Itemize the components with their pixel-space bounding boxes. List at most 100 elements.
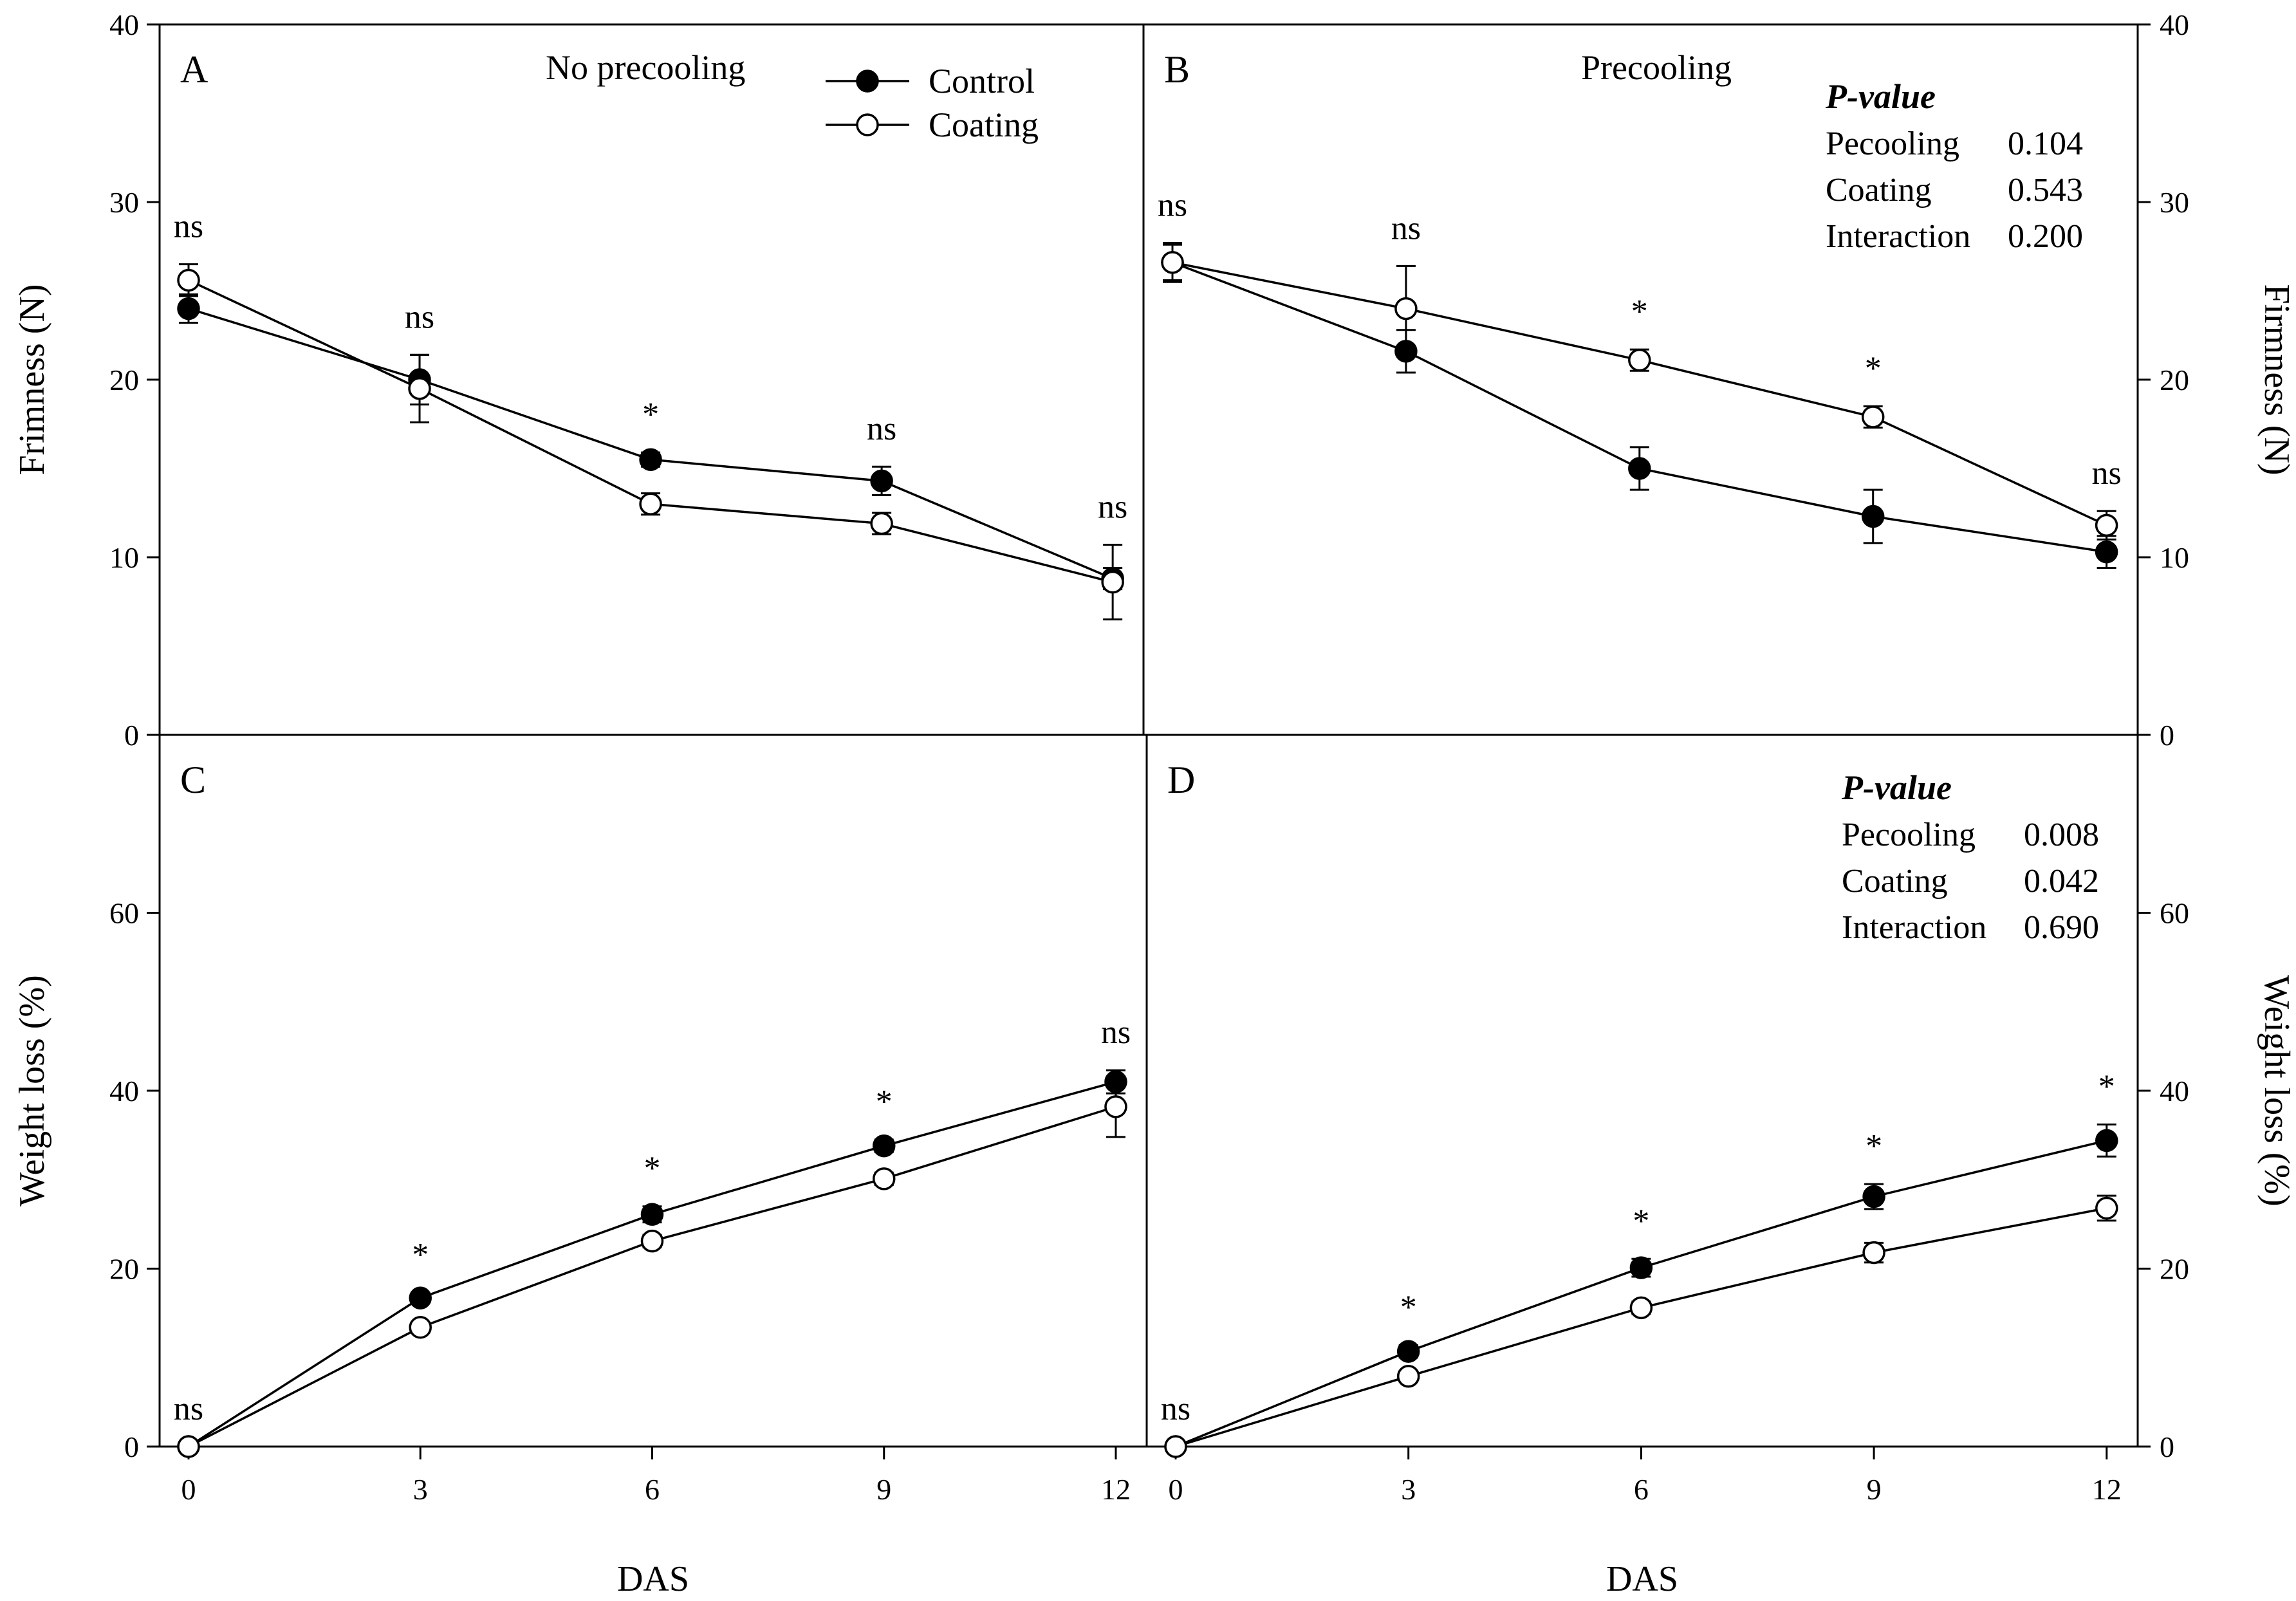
p-value-value: 0.690 (2024, 909, 2099, 946)
condition-label: Precooling (1581, 48, 1732, 87)
legend-marker (856, 113, 879, 136)
panel-letter: D (1167, 759, 1195, 801)
y-tick-label: 40 (2160, 8, 2189, 41)
y-tick-label: 0 (124, 1430, 139, 1463)
data-point (870, 469, 893, 493)
x-tick-label: 6 (1634, 1473, 1649, 1506)
y-axis: 0 20 40 60 (2138, 897, 2189, 1463)
y-tick-label: 30 (109, 186, 139, 219)
significance-labels: ns ns * * ns (1158, 187, 2122, 492)
y-tick-label: 20 (109, 364, 139, 396)
y-tick-label: 0 (2160, 719, 2174, 752)
x-tick-label: 9 (1867, 1473, 1882, 1506)
series-control (177, 293, 1124, 591)
significance-label: * (1865, 350, 1882, 387)
data-point (1862, 1241, 1885, 1264)
data-point (1629, 1256, 1653, 1279)
significance-label: ns (2091, 455, 2121, 492)
y-tick-label: 30 (2160, 186, 2189, 219)
data-point (2095, 1129, 2118, 1152)
panel-d: 0 20 40 60 0 3 6 9 12 DAS Weight loss (%) Dns * * * * P-… (1145, 734, 2296, 1599)
p-value-label: Interaction (1826, 218, 1970, 255)
p-value-label: Coating (1842, 863, 1948, 900)
y-tick-label: 20 (109, 1253, 139, 1286)
significance-label: ns (174, 1391, 203, 1427)
significance-label: * (642, 396, 659, 433)
significance-label: ns (405, 299, 434, 335)
significance-label: * (1400, 1289, 1417, 1326)
data-point (1862, 1185, 1885, 1208)
y-tick-label: 20 (2160, 364, 2189, 396)
data-point (1628, 457, 1651, 480)
p-value-label: Coating (1826, 172, 1932, 208)
data-point (640, 1229, 664, 1253)
y-tick-label: 0 (124, 719, 139, 752)
significance-label: * (412, 1237, 429, 1273)
significance-label: * (1633, 1203, 1649, 1239)
p-value-label: Pecooling (1842, 817, 1976, 853)
p-value-title: P-value (1841, 768, 1952, 807)
series-line (1175, 1207, 2107, 1448)
legend: Control Coating (826, 62, 1039, 144)
y-tick-label: 60 (2160, 897, 2189, 930)
y-axis-title: Frimness (N) (12, 284, 52, 475)
significance-label: * (876, 1084, 893, 1120)
y-tick-label: 40 (109, 8, 139, 41)
p-value-box: P-value Pecooling 0.008 Coating 0.042 Interac… (1841, 768, 2099, 946)
p-value-value: 0.104 (2008, 125, 2083, 162)
data-point (409, 1286, 432, 1309)
y-axis: 0 10 20 30 40 (2138, 8, 2189, 752)
y-tick-label: 60 (109, 897, 139, 930)
x-tick-label: 3 (413, 1473, 428, 1506)
p-value-title: P-value (1825, 77, 1936, 116)
significance-labels: ns ns * ns ns (174, 208, 1127, 526)
data-point (1861, 405, 1885, 429)
significance-label: ns (867, 411, 896, 447)
series-coating (177, 1075, 1127, 1458)
panel-frame (1145, 734, 2139, 1448)
data-point (2095, 514, 2118, 537)
data-point (1861, 504, 1885, 528)
significance-label: ns (1101, 1014, 1131, 1051)
x-axis: 0 3 6 9 12 (181, 1447, 1131, 1506)
series-coating (1161, 241, 2118, 541)
data-point (409, 1315, 432, 1339)
significance-label: * (1631, 293, 1648, 330)
y-axis-title: Weight loss (%) (2257, 975, 2296, 1206)
significance-label: * (643, 1151, 660, 1187)
significance-label: ns (1161, 1391, 1190, 1427)
significance-label: * (2098, 1069, 2115, 1106)
panel-frame (158, 734, 1148, 1448)
p-value-value: 0.008 (2024, 817, 2099, 853)
x-axis-title: DAS (617, 1559, 689, 1599)
p-value-value: 0.042 (2024, 863, 2099, 900)
data-point (1101, 570, 1124, 594)
data-point (1396, 1365, 1420, 1388)
data-point (1161, 251, 1184, 274)
data-point (1396, 1340, 1420, 1363)
significance-labels: ns * * * * (1161, 1069, 2115, 1427)
panel-frame (1142, 23, 2139, 736)
x-tick-label: 6 (645, 1473, 660, 1506)
series-line (188, 1080, 1116, 1448)
data-point (1164, 1435, 1187, 1458)
data-point (177, 1435, 200, 1458)
y-tick-label: 0 (2160, 1430, 2174, 1463)
data-point (177, 268, 200, 292)
x-tick-label: 3 (1401, 1473, 1416, 1506)
data-point (870, 512, 893, 535)
x-axis: 0 3 6 9 12 (1169, 1447, 2122, 1506)
panel-letter: A (180, 48, 208, 91)
y-tick-label: 40 (109, 1075, 139, 1107)
significance-label: * (1866, 1128, 1882, 1165)
significance-label: ns (1391, 210, 1421, 246)
series-coating (1164, 1194, 2118, 1458)
p-value-value: 0.200 (2008, 218, 2083, 255)
significance-label: ns (1098, 489, 1127, 526)
significance-labels: ns * * * ns (174, 1014, 1131, 1427)
data-point (2095, 540, 2118, 564)
panel-letter: C (180, 759, 206, 801)
x-tick-label: 0 (1169, 1473, 1183, 1506)
data-point (872, 1167, 896, 1190)
p-value-label: Pecooling (1826, 125, 1959, 162)
